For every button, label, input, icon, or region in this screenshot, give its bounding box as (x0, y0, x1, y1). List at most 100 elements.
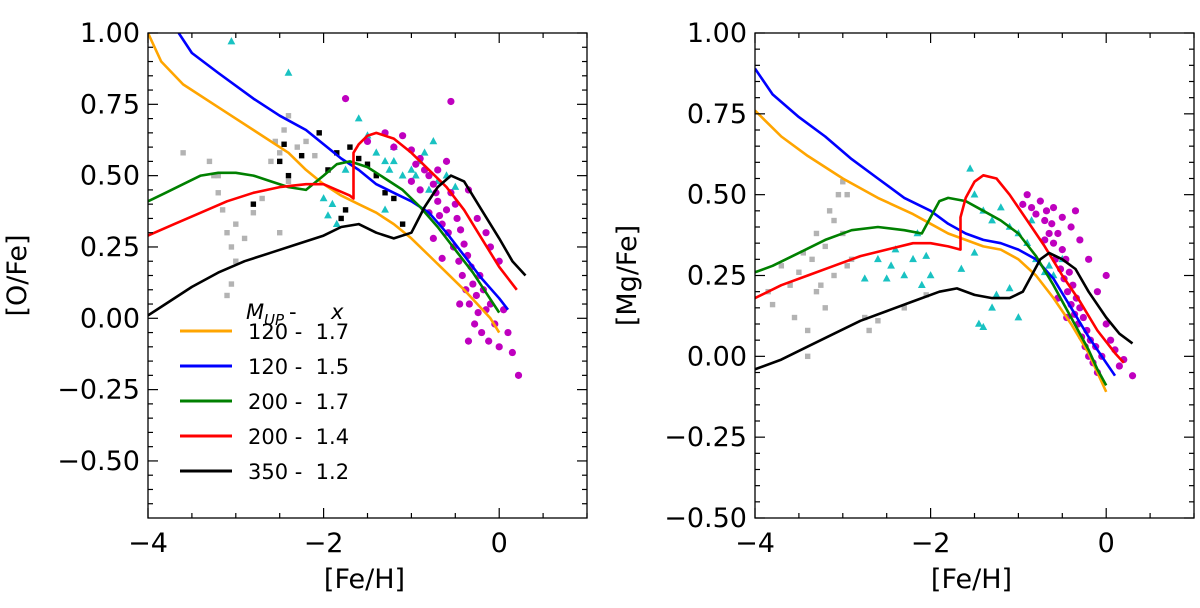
scatter-point-grey (206, 158, 213, 165)
scatter-point-magenta (460, 240, 468, 248)
scatter-point-magenta (1093, 288, 1102, 296)
scatter-point-cyan (909, 254, 917, 263)
scatter-point-cyan (425, 185, 433, 193)
series-line-200-1-4 (755, 174, 1125, 364)
scatter-point-magenta (1079, 313, 1087, 322)
scatter-point-magenta (429, 180, 437, 188)
scatter-point-magenta (474, 308, 482, 317)
scatter-point-magenta (464, 337, 473, 345)
scatter-point-magenta (485, 337, 493, 345)
scatter-point-grey (813, 230, 820, 237)
scatter-point-grey (787, 282, 793, 288)
scatter-point-grey (272, 138, 279, 145)
scatter-point-grey (241, 235, 248, 242)
scatter-point-magenta (1042, 207, 1051, 215)
scatter-point-magenta (1023, 191, 1031, 199)
scatter-point-magenta (465, 300, 473, 308)
scatter-point-cyan (922, 251, 931, 259)
scatter-point-magenta (412, 160, 420, 168)
scatter-point-magenta (471, 320, 479, 328)
scatter-point-cyan (227, 37, 236, 45)
scatter-point-magenta (438, 254, 446, 262)
scatter-point-magenta (447, 97, 455, 106)
scatter-point-grey (277, 230, 283, 236)
x-tick-label: −2 (911, 528, 951, 559)
plot-area (755, 67, 1137, 393)
scatter-point-cyan (926, 271, 935, 279)
x-tick-label: −2 (304, 528, 344, 559)
scatter-point-cyan (1027, 216, 1036, 224)
scatter-point-cyan (970, 248, 979, 256)
scatter-point-grey (303, 138, 309, 145)
scatter-point-magenta (1065, 268, 1073, 276)
scatter-point-magenta (341, 95, 350, 103)
scatter-point-magenta (1106, 336, 1115, 344)
scatter-point-cyan (988, 303, 996, 311)
legend-entry-label: 200 - 1.7 (248, 390, 349, 414)
scatter-point-magenta (508, 348, 516, 357)
scatter-point-grey (901, 305, 907, 311)
scatter-point-cyan (341, 165, 350, 173)
legend-entry-label: 120 - 1.5 (248, 355, 349, 379)
y-tick-label: −0.25 (664, 422, 747, 453)
series-line-350-1-2 (755, 251, 1134, 371)
y-tick-label: 1.00 (687, 18, 747, 49)
scatter-point-grey (250, 210, 257, 216)
y-tick-label: 0.50 (687, 180, 747, 211)
x-tick-label: 0 (1098, 528, 1115, 559)
scatter-point-magenta (473, 214, 481, 223)
series-line-200-1-4 (148, 131, 518, 291)
scatter-point-magenta (1067, 223, 1075, 231)
scatter-point-magenta (1063, 288, 1072, 296)
scatter-point-magenta (1058, 246, 1066, 254)
y-tick-label: 0.75 (80, 89, 140, 120)
series-line-120-1-7 (148, 33, 501, 334)
scatter-point-magenta (429, 234, 437, 243)
scatter-point-grey (800, 250, 806, 256)
scatter-point-magenta (1032, 210, 1040, 218)
scatter-point-grey (224, 292, 230, 299)
scatter-point-cyan (966, 164, 975, 172)
scatter-point-black (281, 141, 287, 147)
scatter-point-grey (277, 150, 283, 156)
y-tick-label: −0.25 (57, 375, 140, 406)
scatter-point-magenta (399, 132, 407, 140)
scatter-point-magenta (1036, 197, 1044, 205)
scatter-point-magenta (390, 143, 398, 151)
x-axis-label: [Fe/H] (324, 564, 405, 595)
scatter-point-grey (866, 327, 872, 334)
scatter-group-black (250, 130, 406, 227)
scatter-point-magenta (469, 280, 477, 288)
scatter-point-black (285, 172, 292, 179)
scatter-point-magenta (1045, 229, 1053, 238)
scatter-point-grey (840, 179, 846, 185)
scatter-point-cyan (328, 199, 337, 207)
scatter-point-grey (312, 152, 318, 159)
scatter-point-magenta (434, 166, 442, 174)
scatter-point-black (342, 207, 349, 213)
series-line-120-1-5 (755, 67, 1117, 377)
right-panel: −4 −2 0 −0.50 −0.25 0.00 0.25 0.50 0.75 1.00 [Fe/H… (612, 18, 1195, 595)
scatter-point-magenta (456, 226, 465, 234)
legend-title-mup: M (246, 300, 264, 324)
series-line-350-1-2 (148, 174, 527, 317)
plot-area (148, 33, 527, 379)
scatter-point-cyan (988, 216, 996, 224)
scatter-point-cyan (398, 171, 407, 179)
scatter-point-cyan (874, 254, 882, 263)
scatter-point-magenta (434, 197, 442, 205)
x-axis-label: [Fe/H] (931, 564, 1012, 595)
scatter-point-magenta (425, 172, 433, 180)
scatter-point-grey (294, 144, 300, 150)
scatter-point-cyan (372, 148, 381, 156)
scatter-point-black (399, 221, 406, 227)
scatter-point-magenta (407, 177, 415, 185)
scatter-point-grey (835, 191, 842, 198)
scatter-point-cyan (917, 280, 926, 288)
scatter-point-grey (215, 172, 221, 179)
scatter-point-grey (778, 263, 785, 269)
scatter-point-black (316, 130, 322, 136)
scatter-point-grey (211, 172, 217, 179)
legend-entries: 120 - 1.7 120 - 1.5 200 - 1.7 200 - 1.4 350 … (180, 320, 349, 484)
scatter-point-magenta (482, 229, 490, 237)
